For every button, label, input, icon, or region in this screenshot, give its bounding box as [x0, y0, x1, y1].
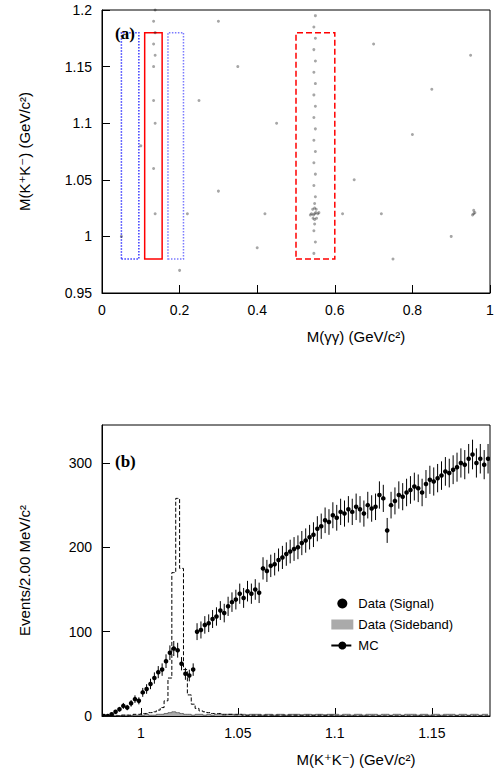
svg-text:Data (Sideband): Data (Sideband)	[358, 617, 453, 632]
svg-text:1.05: 1.05	[65, 172, 92, 188]
svg-text:0: 0	[84, 708, 92, 724]
svg-text:Events/2.00 MeV/c²: Events/2.00 MeV/c²	[16, 505, 33, 636]
svg-text:0.2: 0.2	[170, 302, 190, 318]
svg-text:200: 200	[69, 539, 93, 555]
svg-text:1.15: 1.15	[418, 725, 445, 741]
svg-text:1.1: 1.1	[73, 115, 93, 131]
svg-text:1.05: 1.05	[224, 725, 251, 741]
svg-text:300: 300	[69, 455, 93, 471]
svg-text:0.6: 0.6	[325, 302, 345, 318]
svg-text:0.95: 0.95	[65, 285, 92, 301]
svg-text:1.1: 1.1	[325, 725, 345, 741]
svg-text:M(γγ) (GeV/c²): M(γγ) (GeV/c²)	[307, 328, 405, 345]
svg-text:0.4: 0.4	[247, 302, 267, 318]
svg-text:Data (Signal): Data (Signal)	[358, 596, 434, 611]
svg-text:(b): (b)	[115, 452, 136, 471]
svg-text:1: 1	[486, 302, 494, 318]
svg-text:M(K⁺K⁻) (GeV/c²): M(K⁺K⁻) (GeV/c²)	[296, 751, 415, 768]
svg-text:0.8: 0.8	[403, 302, 423, 318]
svg-text:1.2: 1.2	[73, 2, 93, 18]
svg-text:1.15: 1.15	[65, 59, 92, 75]
svg-text:M(K⁺K⁻) (GeV/c²): M(K⁺K⁻) (GeV/c²)	[16, 92, 33, 211]
svg-text:1: 1	[84, 228, 92, 244]
svg-text:(a): (a)	[115, 24, 135, 43]
svg-text:100: 100	[69, 624, 93, 640]
svg-text:MC: MC	[358, 638, 378, 653]
svg-text:0: 0	[98, 302, 106, 318]
svg-text:1: 1	[137, 725, 145, 741]
